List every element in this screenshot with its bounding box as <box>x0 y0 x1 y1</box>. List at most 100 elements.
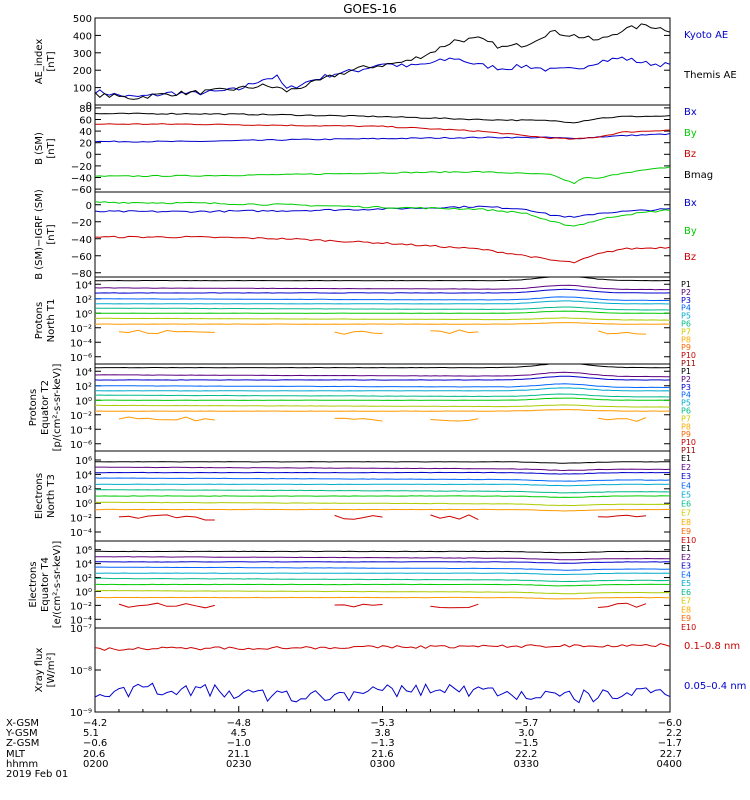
panel-frame <box>94 104 671 193</box>
x-tick-label: −0.6 <box>83 738 107 749</box>
x-tick-label: 0330 <box>514 759 539 770</box>
legend-label: 0.1–0.8 nm <box>684 641 740 652</box>
y-tick-label: 300 <box>73 49 92 60</box>
y-axis-label: Equator T2 <box>40 380 51 435</box>
channel-label: E2 <box>681 463 691 472</box>
channel-label: P6 <box>681 320 691 329</box>
channel-label: P9 <box>681 430 691 439</box>
plot-area <box>95 201 670 264</box>
y-tick-label: 400 <box>73 31 92 42</box>
y-tick-label: 10⁰ <box>75 309 92 320</box>
legend-label: Kyoto AE <box>684 30 728 41</box>
channel-label: P7 <box>681 327 691 336</box>
channel-segment <box>118 416 215 422</box>
channel-label: E6 <box>681 588 691 597</box>
legend-label: By <box>684 128 697 139</box>
y-axis-label: Protons <box>34 302 45 339</box>
channel-label: P8 <box>681 335 691 344</box>
series-line-xray-1 <box>95 643 670 651</box>
x-tick-label: 3.0 <box>518 728 534 739</box>
x-row-label: Y-GSM <box>5 728 38 739</box>
panel-7: 10⁶ 10⁴ 10² 10⁰ 10⁻² 10⁻⁴ Electrons Equator T4[… <box>28 540 696 632</box>
channel-line-e6 <box>95 489 670 494</box>
channel-label: E8 <box>681 605 691 614</box>
channel-label: E6 <box>681 500 691 509</box>
plot-area <box>95 461 670 521</box>
channel-line-e8 <box>95 501 670 507</box>
y-tick-label: 10⁻² <box>70 324 92 335</box>
x-row-label: Z-GSM <box>6 738 39 749</box>
legend-label: 0.05–0.4 nm <box>684 681 746 692</box>
channel-line-p1 <box>95 277 670 282</box>
legend-label: Bz <box>684 149 696 160</box>
channel-label: P2 <box>681 288 691 297</box>
series-line-bx <box>95 205 670 218</box>
channel-line-p2 <box>95 371 670 378</box>
x-tick-label: 5.1 <box>83 728 99 739</box>
y-tick-label: 10⁰ <box>75 499 92 510</box>
channel-segment <box>598 602 647 608</box>
x-tick-label: 0400 <box>657 759 682 770</box>
y-tick-label: 10⁻⁷ <box>70 624 92 635</box>
x-tick-label: −6.0 <box>658 718 682 729</box>
y-tick-label: −40 <box>71 174 92 185</box>
channel-line-p3 <box>95 375 670 381</box>
y-axis-label: [W/m²] <box>46 652 57 687</box>
x-tick-label: −4.2 <box>83 718 107 729</box>
plot-title: GOES-16 <box>343 2 397 16</box>
channel-label: P5 <box>681 312 691 321</box>
y-tick-label: 10⁴ <box>75 560 92 571</box>
y-tick-label: 10⁴ <box>75 470 92 481</box>
channel-label: P1 <box>681 367 691 376</box>
y-tick-label: 10⁻⁴ <box>70 338 92 349</box>
channel-label: E2 <box>681 553 691 562</box>
plot-area <box>95 112 670 185</box>
x-tick-label: 4.5 <box>231 728 247 739</box>
y-axis-label: B (SM) <box>34 132 45 165</box>
channel-label: P3 <box>681 296 691 305</box>
channel-label: E4 <box>681 481 691 490</box>
y-axis-label: Electrons <box>28 561 39 607</box>
y-tick-label: 0 <box>86 150 92 161</box>
channel-segment <box>430 329 479 335</box>
y-tick-label: −60 <box>71 252 92 263</box>
y-tick-label: −60 <box>71 185 92 196</box>
channel-label: E1 <box>681 454 691 463</box>
channel-line-e9 <box>95 596 670 600</box>
channel-label: E10 <box>681 623 696 632</box>
channel-segment <box>598 417 647 422</box>
y-tick-label: 0 <box>86 101 92 112</box>
channel-label: E9 <box>681 527 691 536</box>
channel-line-e4 <box>95 566 670 571</box>
y-axis-label: B (SM)−IGRF (SM) <box>34 189 45 280</box>
x-tick-label: 2.2 <box>666 728 682 739</box>
x-tick-label: 22.2 <box>515 749 537 760</box>
x-tick-label: 0230 <box>226 759 251 770</box>
x-tick-label: 0300 <box>370 759 395 770</box>
channel-label: E5 <box>681 579 691 588</box>
x-tick-label: −4.8 <box>227 718 251 729</box>
channel-label: P11 <box>681 446 696 455</box>
channel-segment <box>334 514 383 520</box>
y-tick-label: 0 <box>86 201 92 212</box>
channel-label: P7 <box>681 414 691 423</box>
y-tick-label: 10⁻⁴ <box>70 425 92 436</box>
y-tick-label: 10⁻⁴ <box>70 528 92 539</box>
channel-segment <box>597 330 647 335</box>
channel-label: E8 <box>681 518 691 527</box>
channel-line-p6 <box>95 393 670 398</box>
y-tick-label: 10⁻⁹ <box>70 708 92 719</box>
y-tick-label: 10² <box>75 295 92 306</box>
channel-line-e7 <box>95 583 670 587</box>
y-tick-label: 10⁶ <box>75 456 92 467</box>
channel-label: P10 <box>681 351 696 360</box>
channel-label: E4 <box>681 570 691 579</box>
y-tick-label: 40 <box>79 127 92 138</box>
date-label: 2019 Feb 01 <box>6 769 68 780</box>
channel-label: P9 <box>681 343 691 352</box>
channel-label: E7 <box>681 597 691 606</box>
x-tick-label: −1.5 <box>514 738 538 749</box>
y-axis-label: [nT] <box>46 138 57 158</box>
y-axis-label: [nT] <box>46 51 57 71</box>
plot-area <box>95 364 670 422</box>
